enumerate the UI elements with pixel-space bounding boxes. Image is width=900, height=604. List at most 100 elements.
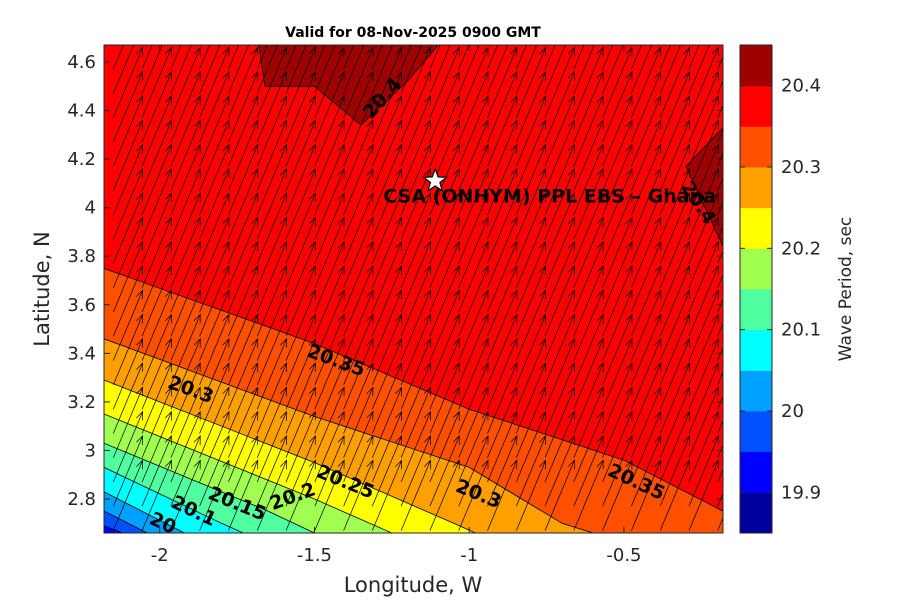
vector-arrow [458,216,489,288]
vector-arrow [371,167,403,240]
vector-arrow [688,95,719,167]
vector-arrow [487,313,518,386]
vector-arrow [429,45,441,70]
vector-arrow [343,265,374,337]
vector-arrow [112,119,144,191]
plot-area [104,45,723,533]
vector-arrow [141,289,172,361]
vector-arrow [141,216,172,288]
vector-arrow [631,459,662,531]
vector-arrow [257,45,258,46]
vector-arrow [170,240,201,313]
vector-arrow [688,459,719,531]
vector-arrow [602,362,633,434]
vector-arrow [314,167,345,240]
vector-arrow [602,192,633,264]
vector-arrow [545,45,546,46]
vector-arrow [371,45,383,70]
vector-arrow [688,265,719,337]
vector-arrow [688,45,700,70]
vector-arrow [515,386,547,458]
vector-arrow [573,119,604,191]
vector-arrow [170,459,201,531]
vector-arrow [256,95,287,167]
vector-arrow [228,240,259,313]
vector-arrow [688,143,719,216]
vector-arrow [573,337,604,410]
colorbar-segment-19.85 [740,492,772,534]
vector-arrow [199,45,211,70]
vector-arrow [343,119,374,191]
vector-arrow [141,410,172,483]
colorbar-label: Wave Period, sec [836,217,856,362]
vector-arrow [429,70,460,143]
vector-arrow [659,362,690,434]
vector-arrow [400,337,431,410]
vector-arrow [631,386,662,458]
vector-arrow [170,119,201,191]
vector-arrow [256,459,287,531]
vector-arrow [631,362,662,434]
vector-arrow [112,289,144,361]
vector-arrow [688,362,719,434]
vector-arrow [343,167,374,240]
vector-arrow [371,46,403,118]
vector-arrow [256,46,287,118]
colorbar-ticks: 19.9 20 20.1 20.2 20.3 20.4 [740,76,821,503]
vector-arrow [429,45,451,94]
contour-line-20.3 [104,338,594,533]
vector-arrow [429,435,460,507]
vector-arrow [573,313,604,386]
vector-arrow [141,192,172,264]
vector-arrow [256,410,287,483]
vector-arrow [429,143,460,216]
contour-line-20 [104,510,148,533]
vector-arrow [228,46,259,118]
vector-arrow [112,459,144,531]
vector-arrow [688,216,719,288]
vector-arrow [256,240,287,313]
vector-arrow [343,216,374,288]
vector-arrow [228,192,259,264]
contour-line-20.4 [258,45,439,126]
vector-arrow [487,45,499,70]
vector-arrow [142,45,143,46]
vector-arrow [256,313,287,386]
vector-arrow [343,362,374,434]
vector-arrow [199,70,230,143]
vector-arrow [631,46,662,118]
vector-arrow [631,265,662,337]
x-axis-ticks: -2 -1.5 -1 -0.5 [151,45,642,566]
vector-arrow [487,337,518,410]
vector-arrow [314,192,345,264]
vector-arrow [314,265,345,337]
vector-arrow [400,435,431,507]
vector-arrow [400,119,431,191]
vector-arrow [170,337,201,410]
vector-arrow [429,313,460,386]
vector-arrow [688,70,719,143]
vector-arrow [602,459,633,531]
colorbar-segment-20.4 [740,45,772,87]
y-tick-label: 4.4 [67,101,96,122]
vector-arrow [487,386,518,458]
vector-arrow [515,167,547,240]
vector-arrow [371,435,403,507]
vector-arrow [458,95,489,167]
vector-arrow [141,46,172,118]
vector-arrow [458,192,489,264]
vector-arrow [631,45,642,70]
vector-arrow [141,386,172,458]
contour-band-20.4-top [258,45,439,126]
contour-line-20.25 [104,379,476,533]
vector-arrow [314,143,345,216]
vector-arrow [458,289,489,361]
vector-arrow [602,289,633,361]
vector-arrow [602,216,633,288]
vector-arrow [688,119,719,191]
vector-arrow [429,216,460,288]
vector-arrow [602,167,633,240]
x-tick-label: -1 [460,545,478,566]
vector-arrow [659,167,690,240]
colorbar-tick-label: 20.4 [781,76,821,97]
